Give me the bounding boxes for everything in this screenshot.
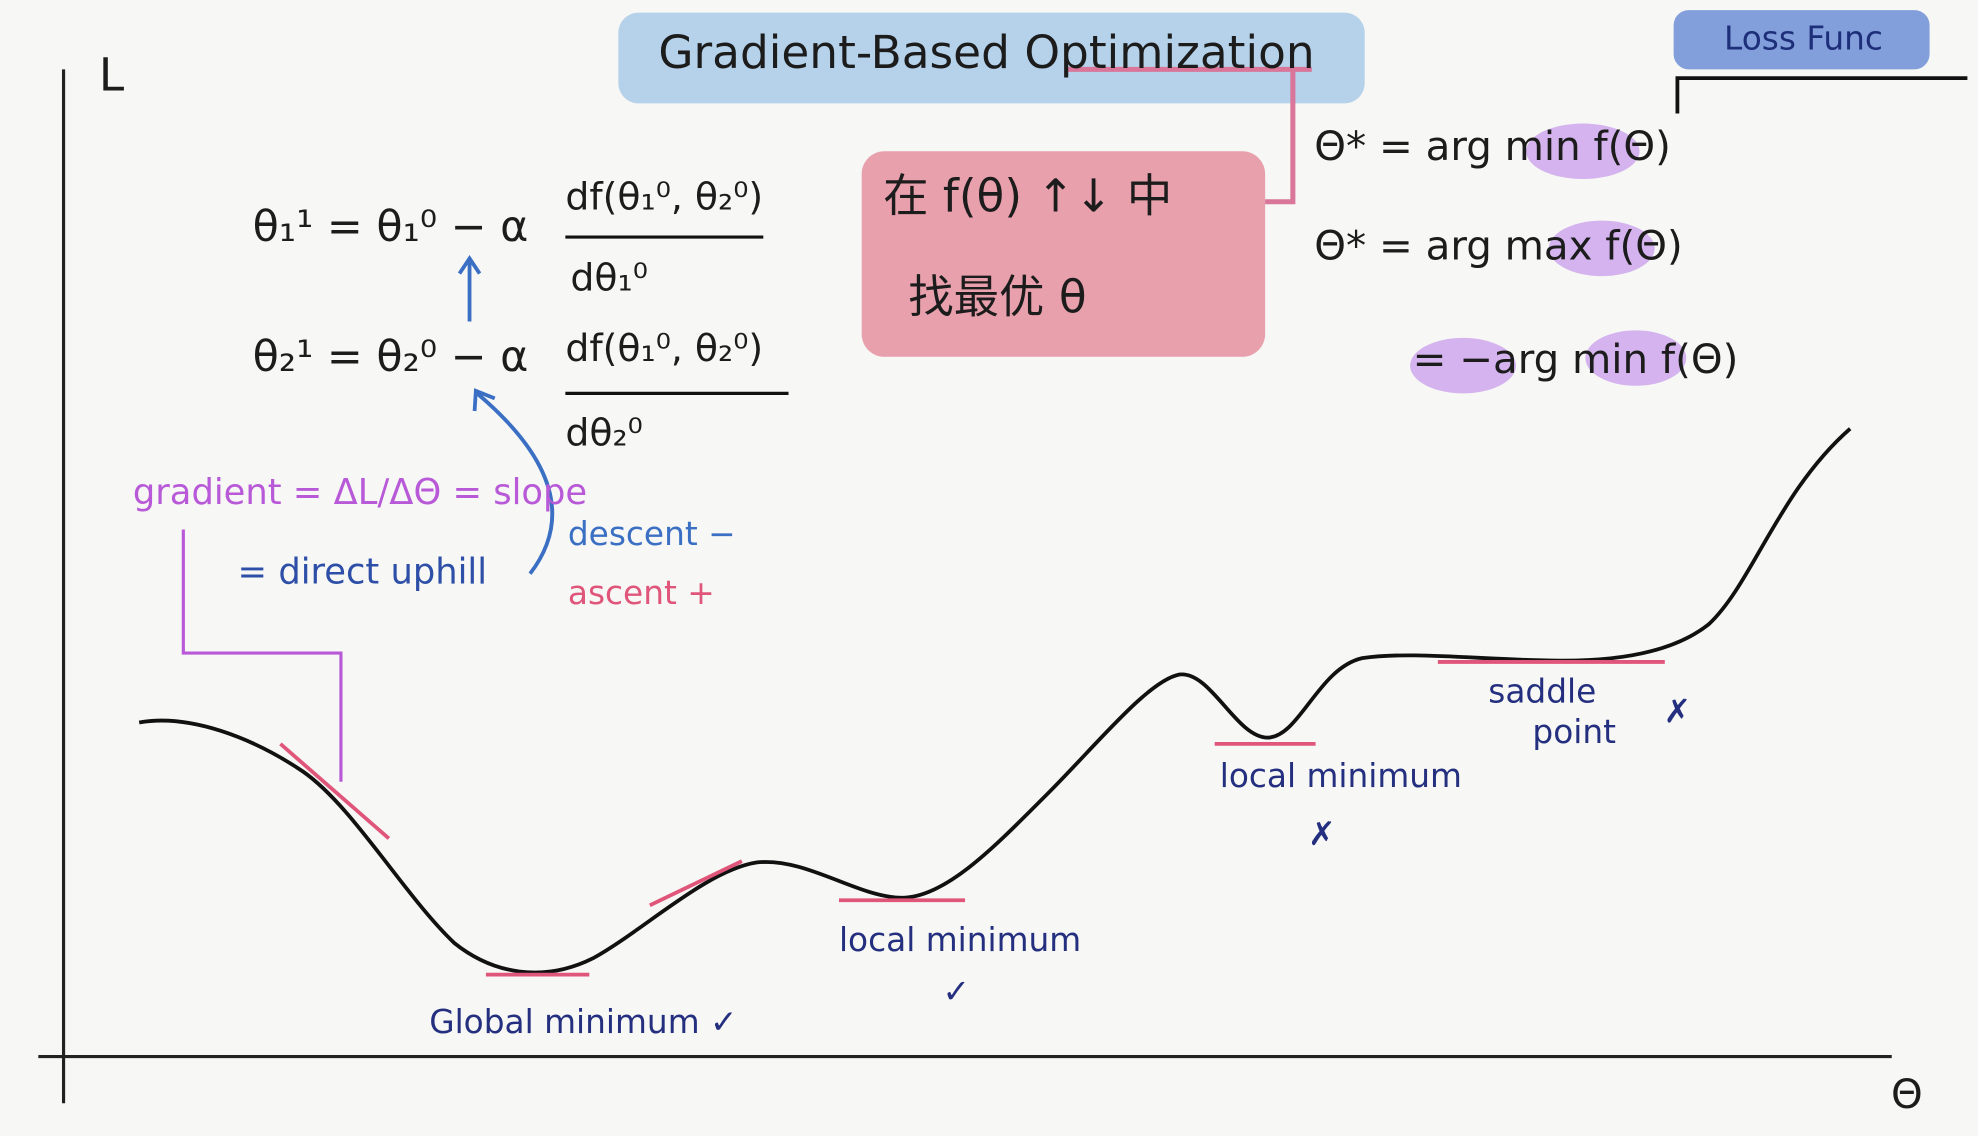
curve-label: local minimum [839, 921, 1081, 959]
objective: Θ* = arg min f(Θ) [1314, 123, 1671, 170]
tangent [649, 859, 743, 907]
objective: Θ* = arg max f(Θ) [1314, 222, 1682, 269]
rule-lhs: θ₂¹ = θ₂⁰ − α [253, 332, 529, 382]
tangent [279, 742, 391, 840]
curve-label: ✗ [1308, 815, 1335, 853]
tag: Loss Func [1724, 19, 1883, 57]
arrow [472, 388, 555, 575]
curve-label: ✓ [942, 973, 969, 1011]
rule-numerator: df(θ₁⁰, θ₂⁰) [565, 326, 763, 370]
rule-denominator: dθ₂⁰ [565, 410, 642, 454]
curve-label: point [1532, 713, 1616, 751]
gradient-note: = direct uphill [238, 552, 488, 593]
highlight [1585, 330, 1687, 386]
note-line: 找最优 θ [908, 271, 1086, 324]
curve-label: Global minimum ✓ [429, 1003, 737, 1041]
curve-label: ✗ [1664, 693, 1691, 731]
arrow [457, 255, 482, 322]
gradient-note: gradient = ΔL/ΔΘ = slope [133, 472, 587, 513]
rule-numerator: df(θ₁⁰, θ₂⁰) [565, 175, 763, 219]
tag-box [1673, 10, 1930, 70]
title: Gradient-Based Optimization [658, 26, 1314, 79]
ascent-label: ascent + [568, 574, 715, 612]
connector [1065, 66, 1312, 205]
x-axis-label: Θ [1891, 1071, 1923, 1118]
bracket [181, 529, 343, 782]
title-box [618, 12, 1365, 104]
rule-denominator: dθ₁⁰ [570, 255, 647, 299]
note-line: 在 f(θ) ↑↓ 中 [883, 170, 1172, 223]
tangents [279, 660, 1665, 977]
highlight [1548, 220, 1655, 277]
highlight [1410, 337, 1517, 394]
tag-line [1675, 76, 1968, 114]
rule-lhs: θ₁¹ = θ₁⁰ − α [253, 202, 529, 252]
curve-label: local minimum [1220, 757, 1462, 795]
objective: = −arg min f(Θ) [1413, 336, 1739, 383]
note-box [861, 151, 1266, 357]
y-axis-label: L [99, 49, 125, 102]
highlight [1526, 123, 1640, 180]
descent-label: descent − [568, 515, 736, 553]
curve-label: saddle [1488, 672, 1596, 710]
